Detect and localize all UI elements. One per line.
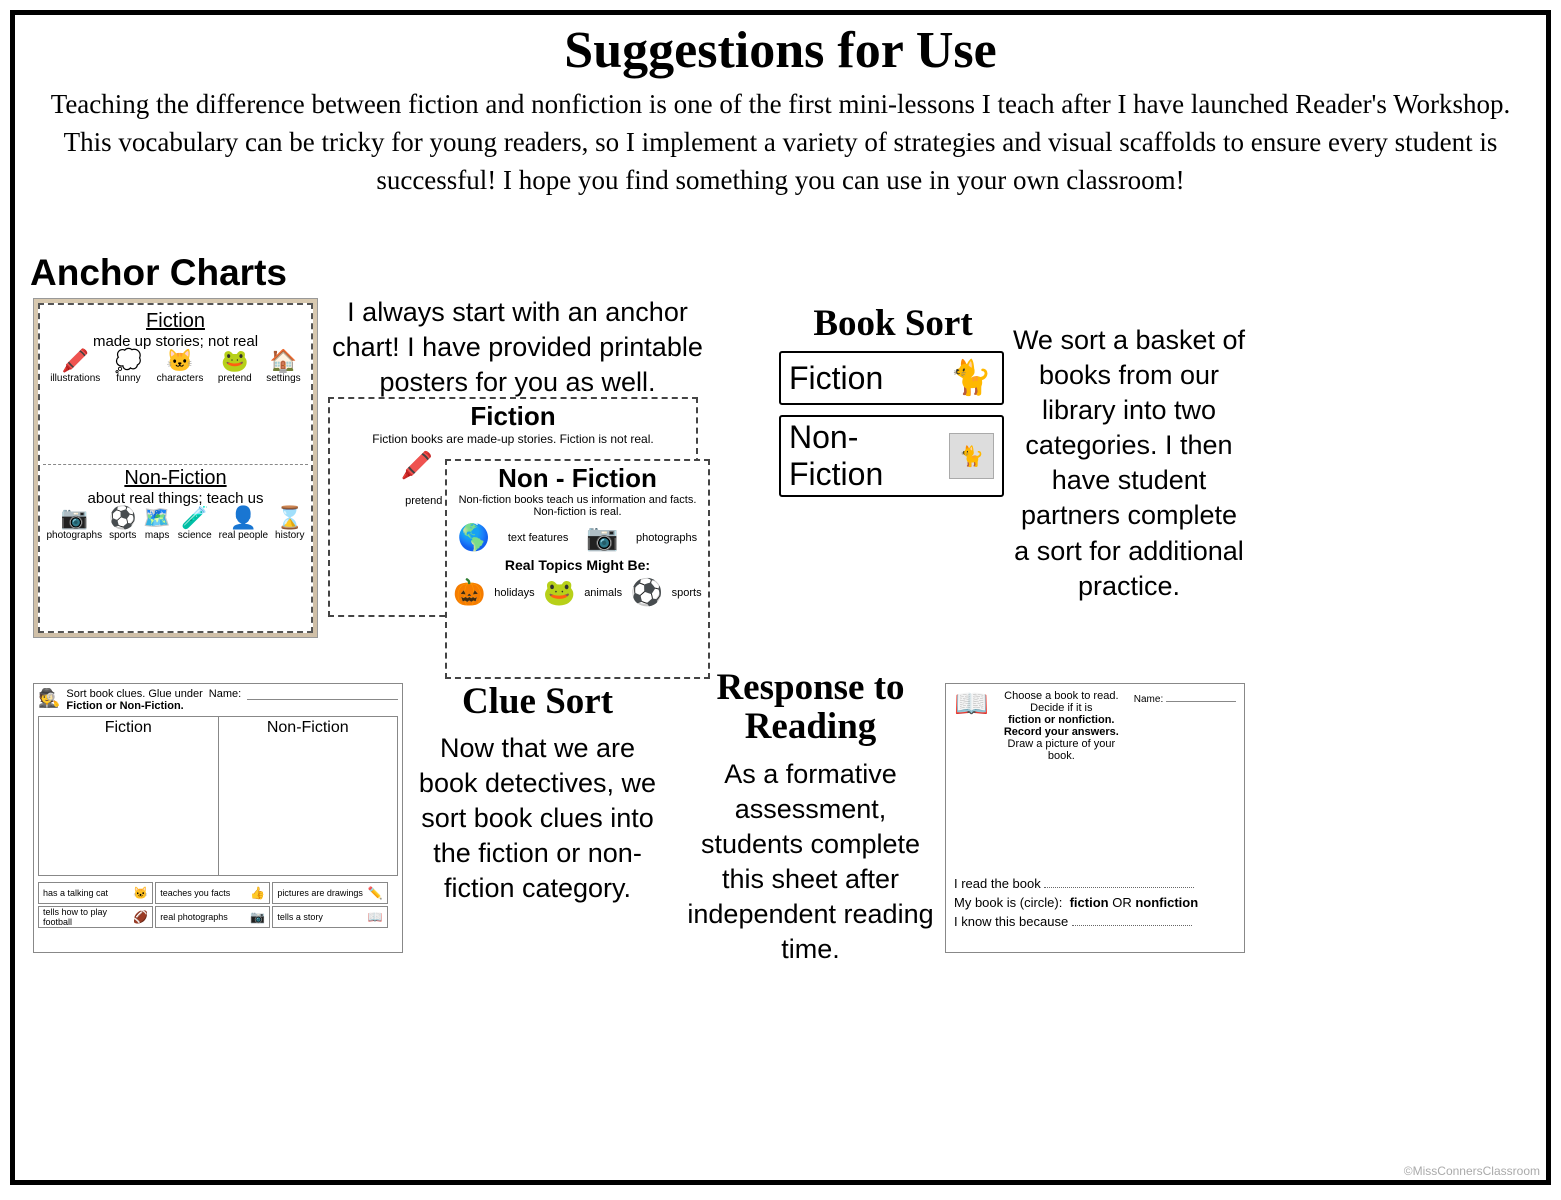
mini-poster-nonfiction: Non - Fiction Non-fiction books teach us… [445,459,710,679]
anchor-chart-photo: Fiction made up stories; not real 🖍️illu… [33,298,318,638]
fiction-doodles: 🖍️illustrations 💭funny 🐱characters 🐸pret… [43,350,308,384]
name-blank [247,688,398,700]
poster-paper: Fiction made up stories; not real 🖍️illu… [38,303,313,633]
clue-sort-desc: Now that we are book detectives, we sort… [410,731,665,906]
anchor-desc: I always start with an anchor chart! I h… [330,295,705,400]
detective-icon: 🕵️ [38,688,60,709]
clue-sort-worksheet: 🕵️ Sort book clues. Glue under Fiction o… [33,683,403,953]
book-sort-desc: We sort a basket of books from our libra… [1011,323,1247,604]
because-blank [1072,916,1192,926]
nonfic-doodles: 📷photographs ⚽sports 🗺️maps 🧪science 👤re… [43,507,308,541]
clue-tile: real photographs📷 [155,906,270,928]
clue-tile: has a talking cat🐱 [38,882,153,904]
pumpkin-icon: 🎃 [453,577,485,608]
rr-name-blank [1166,690,1236,702]
cat-icon: 🐈 [948,355,994,401]
book-title-blank [1044,878,1194,888]
frog-icon: 🐸 [543,577,575,608]
book-icon: 📖 [954,690,989,718]
clue-table: Fiction Non-Fiction [38,716,398,876]
response-worksheet: 📖 Choose a book to read. Decide if it is… [945,683,1245,953]
response-heading: Response to Reading [683,669,938,747]
clue-tiles: has a talking cat🐱teaches you facts👍pict… [38,882,398,928]
poster-nonfic-title: Non-Fiction [43,467,308,490]
crayons-icon: 🖍️ [401,450,433,481]
drawing-area [954,762,1236,872]
poster-fiction-title: Fiction [43,310,308,333]
globe-icon: 🌎 [458,522,490,553]
camera-icon: 📷 [586,522,618,553]
clue-tile: pictures are drawings✏️ [272,882,387,904]
intro-paragraph: Teaching the difference between fiction … [15,86,1546,199]
fiction-card: Fiction 🐈 [779,351,1004,405]
book-sort-cards: Fiction 🐈 Non-Fiction 🐈 [779,351,1004,507]
credit-text: ©MissConnersClassroom [1404,1164,1540,1178]
anchor-charts-heading: Anchor Charts [30,252,287,294]
response-desc: As a formative assessment, students comp… [683,757,938,968]
nonfiction-card: Non-Fiction 🐈 [779,415,1004,497]
clue-tile: tells a story📖 [272,906,387,928]
clue-sort-heading: Clue Sort [410,683,665,722]
clue-tile: tells how to play football🏈 [38,906,153,928]
document-page: Suggestions for Use Teaching the differe… [10,10,1551,1185]
cat-photo-icon: 🐈 [949,433,994,479]
ball-icon: ⚽ [631,577,663,608]
mini-nonfic-title: Non - Fiction [449,463,706,494]
book-sort-heading: Book Sort [793,305,993,344]
mini-fiction-title: Fiction [332,401,694,432]
page-title: Suggestions for Use [15,21,1546,80]
clue-tile: teaches you facts👍 [155,882,270,904]
mini-fiction-sub: Fiction books are made-up stories. Ficti… [332,432,694,446]
